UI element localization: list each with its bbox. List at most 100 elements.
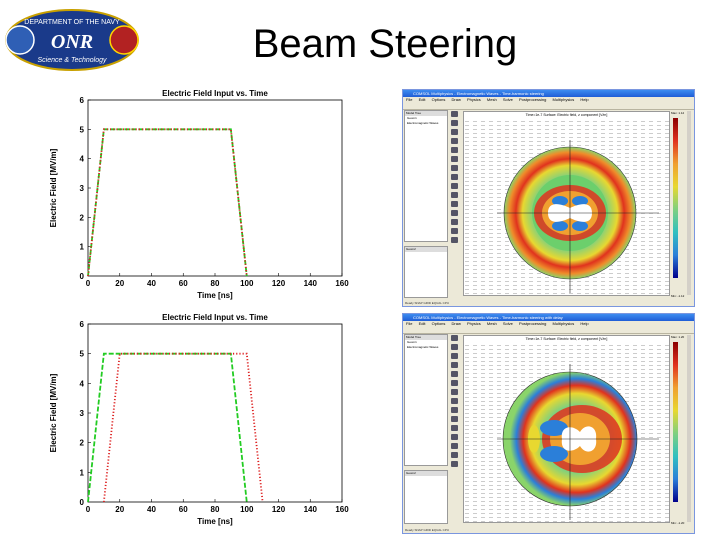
x-tick-label: 160 [335,279,349,288]
menu-postprocessing[interactable]: Postprocessing [518,321,547,326]
field-plot [464,118,669,295]
menu-multiphysics[interactable]: Multiphysics [552,97,575,102]
x-tick-label: 80 [211,279,220,288]
tool-icon[interactable] [451,461,458,467]
menu-edit[interactable]: Edit [418,97,426,102]
tool-icon[interactable] [451,380,458,386]
tool-icon[interactable] [451,156,458,162]
menu-mesh[interactable]: Mesh [486,97,497,102]
tool-icon[interactable] [451,174,458,180]
tool-icon[interactable] [451,147,458,153]
chart-background [44,86,350,306]
tool-icon[interactable] [451,434,458,440]
comsol-window-bottom: COMSOL Multiphysics - Electromagnetic Wa… [402,313,695,534]
y-tick-label: 0 [80,272,85,281]
tool-icon[interactable] [451,398,458,404]
tool-icon[interactable] [451,407,458,413]
menu-help[interactable]: Help [580,97,589,102]
tool-icon[interactable] [451,120,458,126]
menu-physics[interactable]: Physics [467,321,481,326]
plot-canvas[interactable]: Time=1e-7 Surface: Electric field, z com… [463,111,670,296]
tool-icon[interactable] [451,138,458,144]
x-tick-label: 100 [240,505,254,514]
model-tree-item[interactable]: Geom1 [407,340,417,344]
secondary-pane: Geom2 [404,470,448,524]
y-tick-label: 4 [80,379,85,388]
tool-icon[interactable] [451,371,458,377]
x-tick-label: 100 [240,279,254,288]
plot-canvas[interactable]: Time=1e-7 Surface: Electric field, z com… [463,335,670,523]
x-tick-label: 120 [272,505,286,514]
menu-file[interactable]: File [406,97,413,102]
chart-background [44,310,350,532]
x-tick-label: 40 [147,279,156,288]
window-titlebar[interactable]: COMSOL Multiphysics - Electromagnetic Wa… [403,314,694,321]
tool-icon[interactable] [451,228,458,234]
slide-title: Beam Steering [252,22,518,66]
model-tree-item[interactable]: Geom1 [407,116,417,120]
model-tree-header: Model Tree [405,111,447,116]
tool-icon[interactable] [451,425,458,431]
menu-options[interactable]: Options [431,97,446,102]
canvas-title: Time=1e-7 Surface: Electric field, z com… [525,113,608,117]
x-tick-label: 60 [179,279,188,288]
tool-icon[interactable] [451,192,458,198]
y-tick-label: 5 [80,350,85,359]
y-tick-label: 1 [80,243,85,252]
y-tick-label: 3 [80,184,85,193]
y-tick-label: 3 [80,409,85,418]
secondary-pane-header: Geom2 [405,471,447,476]
menu-draw[interactable]: Draw [451,321,461,326]
menu-multiphysics[interactable]: Multiphysics [552,321,575,326]
tool-icon[interactable] [451,129,458,135]
menu-postprocessing[interactable]: Postprocessing [518,97,547,102]
tool-icon[interactable] [451,219,458,225]
vertical-scrollbar[interactable] [687,111,691,295]
y-tick-label: 0 [80,498,85,507]
comsol-window-top: COMSOL Multiphysics - Electromagnetic Wa… [402,89,695,307]
menu-draw[interactable]: Draw [451,97,461,102]
tool-icon[interactable] [451,344,458,350]
tool-icon[interactable] [451,389,458,395]
tool-icon[interactable] [451,443,458,449]
vertical-scrollbar[interactable] [687,335,691,522]
model-tree-item[interactable]: Electromagnetic Waves [407,121,439,125]
y-tick-label: 4 [80,155,85,164]
tool-icon[interactable] [451,165,458,171]
tool-icon[interactable] [451,416,458,422]
menu-edit[interactable]: Edit [418,321,426,326]
x-tick-label: 0 [86,279,91,288]
tool-icon[interactable] [451,201,458,207]
menu-solve[interactable]: Solve [502,97,513,102]
menu-file[interactable]: File [406,321,413,326]
x-axis-label: Time [ns] [197,291,233,300]
tool-icon[interactable] [451,183,458,189]
y-tick-label: 5 [80,125,85,134]
tool-icon[interactable] [451,237,458,243]
logo-top-text: DEPARTMENT OF THE NAVY [24,19,120,26]
status-bar: Ready SNAP GRID EQUAL CPU [403,528,694,533]
y-tick-label: 6 [80,96,85,105]
tool-icon[interactable] [451,335,458,341]
menu-physics[interactable]: Physics [467,97,481,102]
y-tick-label: 2 [80,439,85,448]
tool-icon[interactable] [451,111,458,117]
tool-icon[interactable] [451,452,458,458]
menu-mesh[interactable]: Mesh [486,321,497,326]
model-tree-header: Model Tree [405,335,447,340]
model-tree-item[interactable]: Electromagnetic Waves [407,345,439,349]
window-titlebar[interactable]: COMSOL Multiphysics - Electromagnetic Wa… [403,90,694,97]
x-tick-label: 0 [86,505,91,514]
menu-options[interactable]: Options [431,321,446,326]
tool-icon[interactable] [451,353,458,359]
y-tick-label: 2 [80,213,85,222]
tool-icon[interactable] [451,210,458,216]
toolbar [403,103,694,110]
chart-title: Electric Field Input vs. Time [162,313,268,322]
tool-icon[interactable] [451,362,458,368]
secondary-pane: Geom2 [404,246,448,298]
menu-solve[interactable]: Solve [502,321,513,326]
menu-help[interactable]: Help [580,321,589,326]
x-tick-label: 160 [335,505,349,514]
colorbar-max: Max: 1.12 [671,111,685,115]
